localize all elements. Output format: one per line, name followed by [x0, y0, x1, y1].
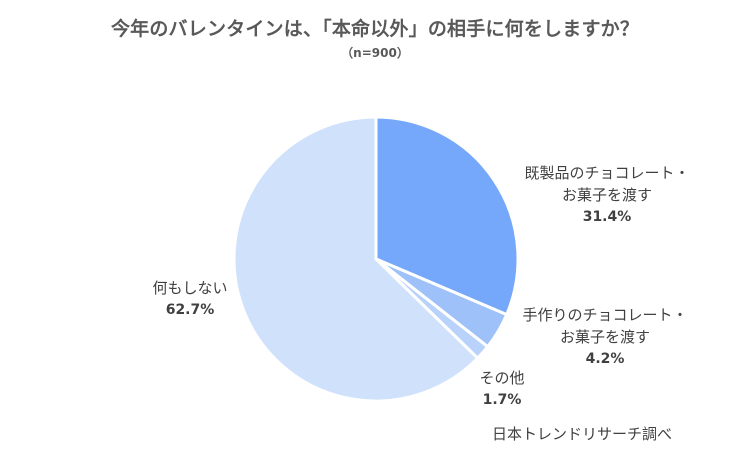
chart-subtitle: （n=900）: [341, 46, 409, 60]
label-nothing-line1: 何もしない: [152, 279, 228, 297]
label-handmade-line1: 手作りのチョコレート・: [522, 306, 688, 324]
slice-nothing: [232, 115, 480, 403]
label-other-pct: 1.7%: [482, 392, 522, 408]
label-handmade: 手作りのチョコレート・ お菓子を渡す 4.2%: [505, 304, 705, 370]
source-note: 日本トレンドリサーチ調べ: [492, 425, 673, 443]
slice-ready-made: [374, 115, 520, 317]
label-nothing: 何もしない 62.7%: [130, 277, 250, 321]
label-ready-made-line1: 既製品のチョコレート・: [524, 164, 690, 182]
label-other: その他 1.7%: [462, 367, 542, 411]
label-ready-made: 既製品のチョコレート・ お菓子を渡す 31.4%: [492, 162, 722, 228]
label-nothing-pct: 62.7%: [165, 302, 215, 318]
label-handmade-pct: 4.2%: [585, 351, 625, 367]
label-ready-made-pct: 31.4%: [582, 209, 632, 225]
label-handmade-line2: お菓子を渡す: [559, 328, 650, 346]
label-ready-made-line2: お菓子を渡す: [561, 186, 652, 204]
chart-title: 今年のバレンタインは、「本命以外」の相手に何をしますか？: [110, 18, 640, 40]
label-other-line1: その他: [479, 369, 525, 387]
